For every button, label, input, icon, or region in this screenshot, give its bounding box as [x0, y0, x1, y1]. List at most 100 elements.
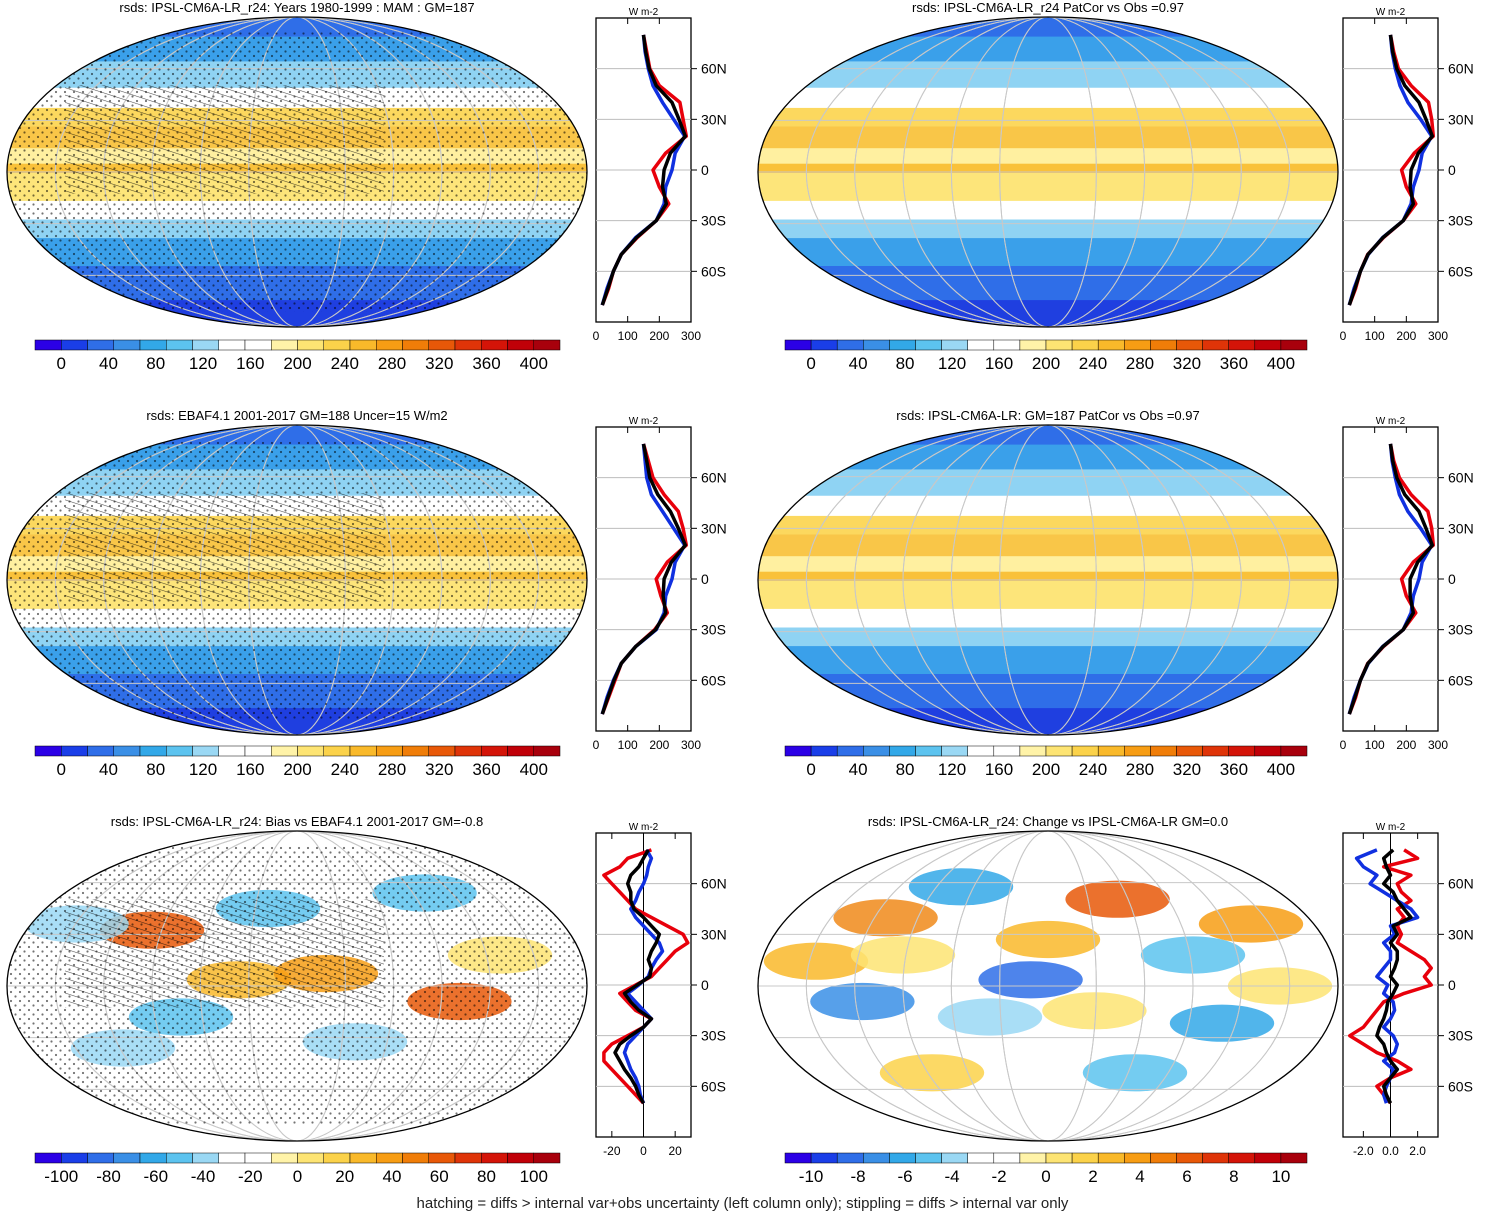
colorbar-tick-label: 120 [938, 760, 966, 779]
profile-x-label: 0 [1340, 738, 1347, 752]
colorbar-swatch [915, 1152, 942, 1164]
colorbar-swatch [139, 745, 167, 757]
map-anomaly [1042, 992, 1147, 1030]
colorbar-tick-label: -100 [44, 1167, 78, 1186]
profile-lat-label: 30S [1448, 622, 1473, 638]
colorbar-swatch [428, 339, 456, 351]
colorbar-tick-label: -40 [191, 1167, 216, 1186]
colorbar-swatch [218, 1152, 246, 1164]
map-band [758, 533, 1338, 557]
colorbar-swatch [87, 339, 114, 351]
map-band [758, 237, 1338, 266]
colorbar-swatch [34, 745, 62, 757]
graticule-lon [902, 17, 1194, 327]
colorbar-swatch [1202, 339, 1229, 351]
profile-x-label: 300 [1428, 329, 1448, 343]
map-panel: rsds: IPSL-CM6A-LR_r24: Bias vs EBAF4.1 … [6, 814, 588, 1142]
colorbar-swatch [481, 1152, 508, 1164]
zonal-profile: 60N 30N 0 30S 60S -20 0 20 W m-2 [595, 822, 727, 1158]
map-band [758, 147, 1338, 164]
colorbar-tick-label: -8 [851, 1167, 866, 1186]
colorbar-swatch [349, 745, 377, 757]
profile-x-label: 0 [593, 738, 600, 752]
graticule-lon [950, 425, 1146, 735]
profile-lat-label: 0 [701, 162, 709, 178]
map-band [758, 86, 1338, 108]
profile-lat-label: 60S [1448, 263, 1473, 279]
colorbar-tick-label: 4 [1135, 1167, 1144, 1186]
colorbar-tick-label: -2 [991, 1167, 1006, 1186]
profile-x-label: 0 [593, 329, 600, 343]
colorbar-swatch [967, 1152, 995, 1164]
graticule-lon [854, 831, 1242, 1141]
colorbar-swatch [941, 339, 968, 351]
profile-x-label: 200 [649, 329, 669, 343]
profile-x-label: 0.0 [1382, 1144, 1399, 1158]
profile-unit-label: W m-2 [1376, 822, 1406, 833]
zonal-profile: 60N 30N 0 30S 60S 0 100 200 300 W m-2 [593, 7, 727, 343]
map-band [758, 494, 1338, 516]
profile-unit-label: W m-2 [1376, 416, 1406, 427]
profile-lat-label: 60S [1448, 1078, 1473, 1094]
colorbar-tick-label: 240 [1079, 354, 1107, 373]
colorbar-swatch [784, 339, 812, 351]
map-anomaly [1198, 905, 1304, 943]
colorbar-swatch [166, 745, 193, 757]
map-anomaly [1065, 880, 1170, 918]
colorbar-swatch [454, 1152, 482, 1164]
graticule-lon [950, 17, 1146, 327]
map-band [758, 570, 1338, 581]
graticule-lon [805, 831, 1291, 1141]
colorbar-swatch [533, 339, 561, 351]
colorbar-tick-label: 280 [1126, 354, 1154, 373]
colorbar-tick-label: 160 [985, 354, 1013, 373]
colorbar-swatch [863, 745, 890, 757]
colorbar-swatch [1019, 339, 1047, 351]
colorbar-swatch [1202, 745, 1229, 757]
colorbar: -100 -80 -60 -40 -20 0 20 40 60 80 100 [34, 1152, 561, 1186]
map-anomaly [850, 936, 956, 974]
colorbar-tick-label: 280 [378, 354, 406, 373]
map-band [758, 17, 1338, 37]
profile-lat-label: 60S [701, 672, 726, 688]
profile-lat-label: 30N [701, 111, 727, 127]
zonal-profile: 60N 30N 0 30S 60S 0 100 200 300 W m-2 [593, 416, 727, 752]
colorbar-tick-label: 80 [146, 354, 165, 373]
colorbar-tick-label: 80 [477, 1167, 496, 1186]
profile-unit-label: W m-2 [629, 822, 659, 833]
graticule-lon [805, 425, 1291, 735]
profile-x-label: 300 [1428, 738, 1448, 752]
profile-lat-label: 30S [701, 1028, 726, 1044]
colorbar-tick-label: 360 [1220, 354, 1248, 373]
map-anomaly [1082, 1054, 1188, 1092]
colorbar-tick-label: -4 [944, 1167, 959, 1186]
colorbar-swatch [323, 1152, 351, 1164]
colorbar-swatch [1071, 339, 1099, 351]
colorbar-swatch [166, 1152, 193, 1164]
profile-x-label: 0 [640, 1144, 647, 1158]
colorbar-swatch [967, 339, 995, 351]
colorbar-swatch [533, 1152, 561, 1164]
colorbar-tick-label: 120 [189, 354, 217, 373]
map-band [758, 580, 1338, 609]
colorbar-swatch [1254, 339, 1282, 351]
map-border [6, 830, 588, 1142]
colorbar-swatch [376, 339, 403, 351]
colorbar-tick-label: 120 [189, 760, 217, 779]
colorbar-swatch [402, 1152, 429, 1164]
map-panel: rsds: EBAF4.1 2001-2017 GM=188 Uncer=15 … [6, 408, 588, 736]
map-band [758, 35, 1338, 62]
map-band [758, 299, 1338, 327]
profile-x-label: 300 [681, 329, 701, 343]
map-border [6, 424, 588, 736]
colorbar-swatch [61, 339, 88, 351]
colorbar-tick-label: 400 [520, 760, 548, 779]
colorbar-tick-label: 400 [1267, 354, 1295, 373]
colorbar-swatch [993, 1152, 1021, 1164]
profile-lat-label: 30N [701, 926, 727, 942]
colorbar-tick-label: 200 [1032, 354, 1060, 373]
colorbar-swatch [1228, 339, 1256, 351]
colorbar-swatch [1280, 339, 1308, 351]
colorbar-swatch [428, 1152, 456, 1164]
map-border [757, 16, 1339, 328]
